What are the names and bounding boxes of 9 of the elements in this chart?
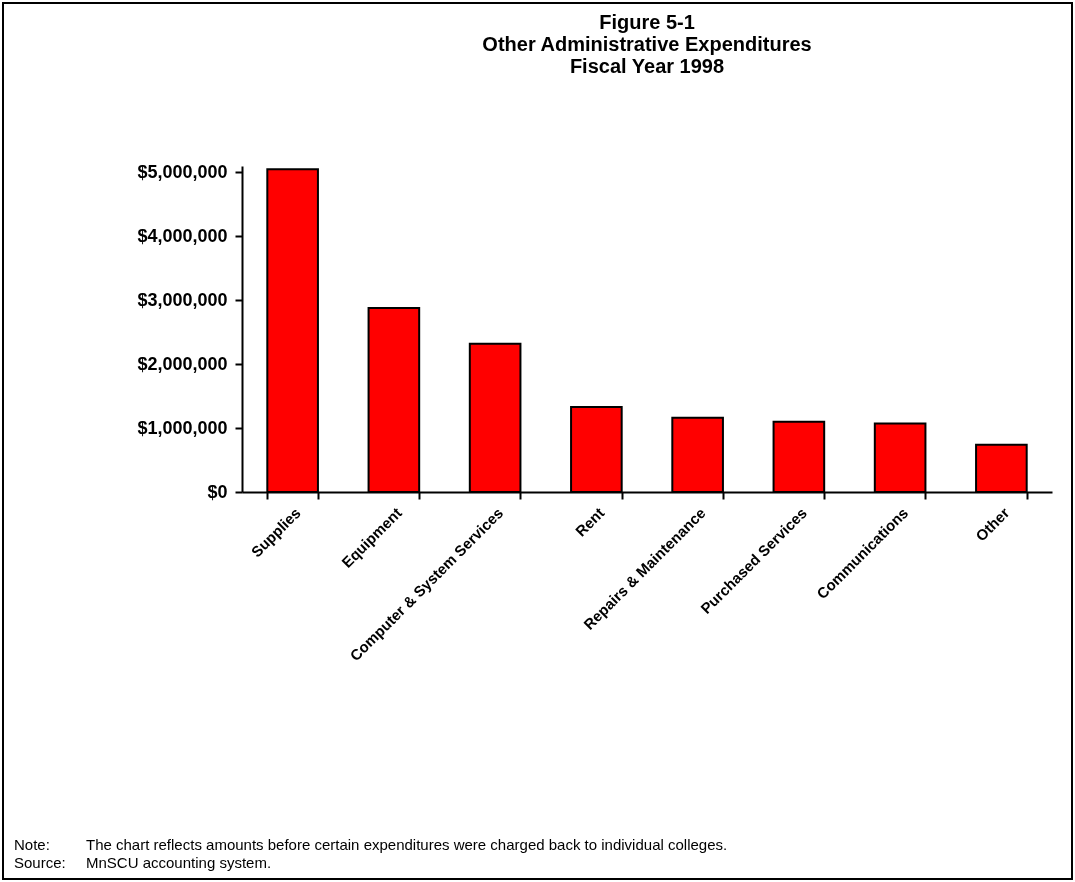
y-tick-label: $3,000,000 [137,289,228,310]
y-tick-label: $0 [207,481,228,502]
text: Source: MnSCU accounting system. [14,854,272,871]
y-tick-label: $4,000,000 [137,225,228,246]
y-tick-label: $2,000,000 [137,353,228,374]
chart-title: Figure 5-1 Other Administrative Expenditures Fiscal Year 1998 [482,11,812,78]
y-tick-label: $5,000,000 [137,161,228,182]
text: Note: The chart reflects amounts before certain expenditures were charged back to individual colleges. [14,836,728,853]
y-tick-label: $1,000,000 [137,417,228,438]
